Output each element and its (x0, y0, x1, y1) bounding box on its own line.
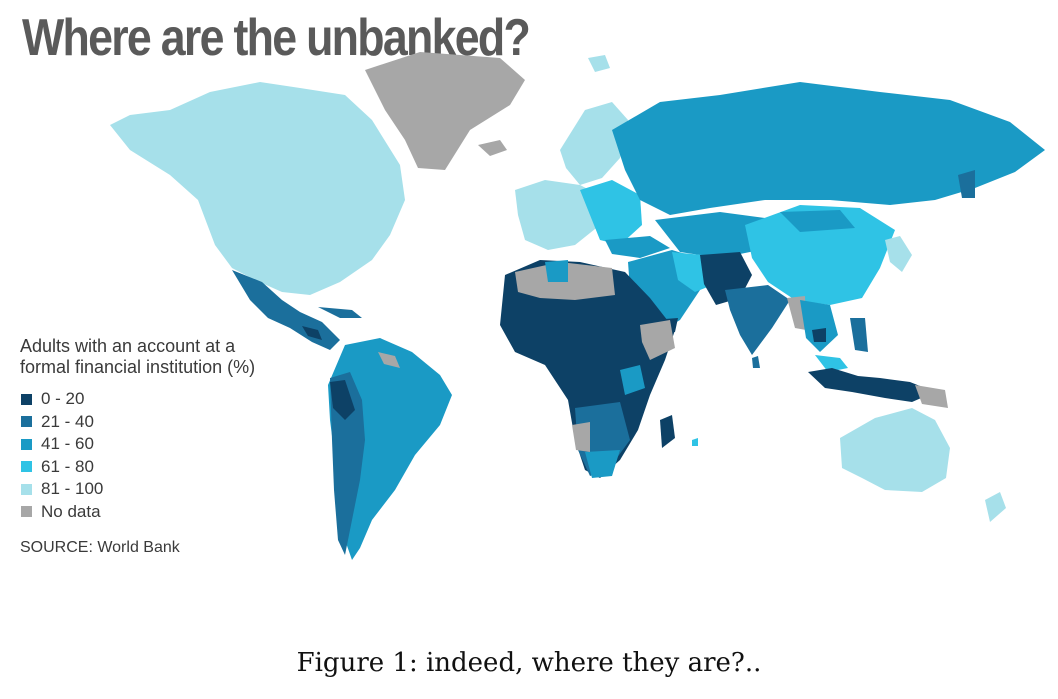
region-kamchatka (958, 170, 975, 198)
region-iceland (478, 140, 507, 156)
legend-label: 21 - 40 (41, 411, 94, 431)
region-algeria (545, 260, 568, 282)
region-indonesia (808, 368, 935, 402)
figure-caption: Figure 1: indeed, where they are?.. (296, 648, 762, 678)
region-malaysia (815, 355, 848, 372)
region-sri-lanka (752, 356, 760, 368)
region-western-europe (515, 180, 605, 250)
region-north-america (110, 82, 405, 295)
legend-swatch (21, 438, 32, 450)
source-credit: SOURCE: World Bank (20, 539, 180, 556)
legend-swatch (21, 483, 32, 495)
region-china (745, 205, 895, 305)
region-central-america-dark (302, 326, 322, 340)
legend-item-41-60: 41 - 60 (20, 433, 270, 456)
region-mauritius (692, 438, 698, 446)
region-caribbean (318, 307, 362, 318)
region-africa (500, 260, 675, 478)
region-australia (840, 408, 950, 492)
region-cambodia (812, 328, 826, 342)
region-russia (612, 82, 1045, 215)
region-eastern-europe (580, 180, 642, 245)
region-mongolia (780, 210, 855, 232)
region-peru (330, 380, 355, 420)
region-svalbard (588, 55, 610, 72)
legend-item-81-100: 81 - 100 (20, 478, 270, 501)
legend-label: 0 - 20 (41, 389, 85, 409)
legend-item-61-80: 61 - 80 (20, 456, 270, 479)
legend-item-0-20: 0 - 20 (20, 388, 270, 411)
region-korea-japan (885, 236, 912, 272)
legend-item-no-data: No data (20, 501, 270, 524)
region-central-asia (655, 212, 765, 258)
legend-swatch (21, 393, 32, 405)
region-scandinavia (560, 102, 628, 185)
region-indochina (800, 300, 838, 352)
legend-swatch (21, 506, 32, 518)
legend-swatch (21, 416, 32, 428)
region-south-africa (585, 450, 620, 478)
region-namibia-no-data (572, 422, 590, 452)
map-legend: Adults with an account at a formal finan… (20, 336, 270, 557)
region-madagascar (660, 415, 675, 448)
legend-list: 0 - 20 21 - 40 41 - 60 61 - 80 81 - 100 … (20, 388, 270, 523)
region-kenya-east (620, 365, 645, 395)
region-papua-no-data (915, 385, 948, 408)
region-horn-of-africa (640, 320, 675, 360)
legend-label: 81 - 100 (41, 479, 104, 499)
legend-label: 41 - 60 (41, 434, 94, 454)
region-new-zealand (985, 492, 1006, 522)
region-guianas (378, 352, 400, 368)
world-choropleth-map (110, 52, 1045, 560)
region-philippines (850, 318, 868, 352)
region-turkey (605, 236, 670, 258)
legend-label: 61 - 80 (41, 456, 94, 476)
region-andes (330, 372, 365, 555)
region-greenland (365, 52, 525, 170)
legend-item-21-40: 21 - 40 (20, 411, 270, 434)
legend-label: No data (41, 501, 101, 521)
legend-swatch (21, 461, 32, 473)
legend-title: Adults with an account at a formal finan… (20, 336, 256, 377)
region-india (725, 285, 790, 355)
